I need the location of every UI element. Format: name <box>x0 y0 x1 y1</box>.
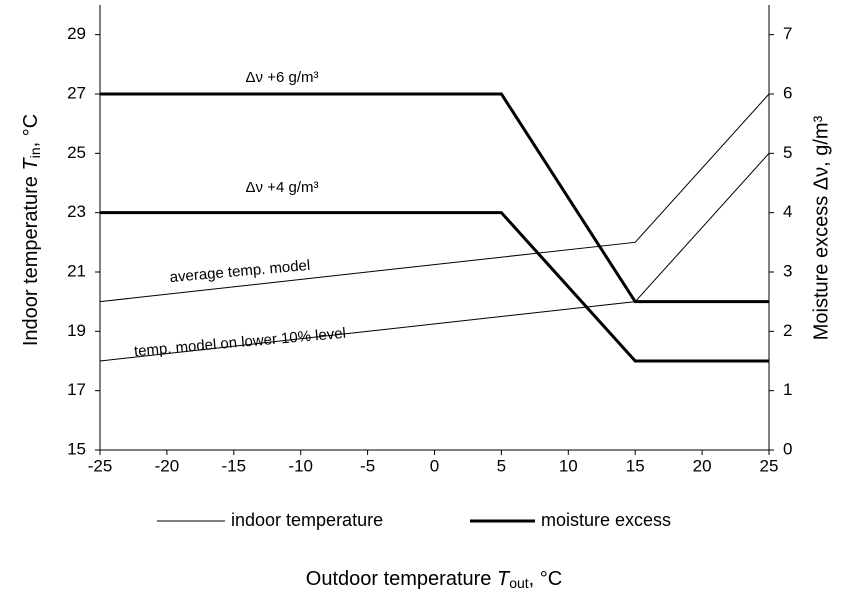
x-axis-label: Outdoor temperature Tout, °C <box>306 568 562 590</box>
y-tick-label: 21 <box>67 261 86 280</box>
y2-tick-label: 0 <box>783 439 792 458</box>
y-label-text: Indoor temperature <box>20 171 42 347</box>
x-tick-label: -5 <box>360 456 375 475</box>
y-axis-label: Indoor temperature Tin, °C <box>20 114 42 346</box>
y2-axis-label: Moisture excess Δν, g/m³ <box>810 115 832 340</box>
y2-tick-label: 4 <box>783 202 792 221</box>
x-tick-label: -15 <box>222 456 247 475</box>
series-line <box>100 211 769 363</box>
series-label: Δν +6 g/m³ <box>246 69 319 86</box>
legend-label: indoor temperature <box>231 510 383 530</box>
y-label-symbol: T <box>20 157 42 171</box>
series-line <box>99 93 770 303</box>
y-tick-label: 17 <box>67 380 86 399</box>
x-label-symbol: T <box>497 568 511 590</box>
x-label-subscript: out <box>509 575 529 591</box>
x-tick-label: -25 <box>88 456 113 475</box>
y-tick-label: 19 <box>67 321 86 340</box>
x-tick-label: 0 <box>430 456 439 475</box>
x-label-unit: , °C <box>529 568 563 590</box>
y2-tick-label: 1 <box>783 380 792 399</box>
series-line <box>99 152 770 362</box>
y-tick-label: 15 <box>67 439 86 458</box>
legend-label: moisture excess <box>541 510 671 530</box>
x-tick-label: 15 <box>626 456 645 475</box>
y-tick-label: 23 <box>67 202 86 221</box>
x-tick-label: -10 <box>288 456 313 475</box>
y2-tick-label: 6 <box>783 83 792 102</box>
y-tick-label: 25 <box>67 143 86 162</box>
series-label: Δν +4 g/m³ <box>246 179 319 196</box>
x-tick-label: 10 <box>559 456 578 475</box>
y-tick-label: 29 <box>67 24 86 43</box>
series-label: average temp. model <box>169 257 311 286</box>
x-tick-label: 20 <box>693 456 712 475</box>
y-label-subscript: in <box>27 147 43 158</box>
y2-tick-label: 3 <box>783 261 792 280</box>
x-tick-label: -20 <box>155 456 180 475</box>
x-tick-label: 5 <box>497 456 506 475</box>
y2-tick-label: 5 <box>783 143 792 162</box>
series-line <box>100 92 769 304</box>
y-label-unit: , °C <box>20 114 42 148</box>
y2-tick-label: 7 <box>783 24 792 43</box>
series-label: temp. model on lower 10% level <box>133 325 346 360</box>
y-tick-label: 27 <box>67 83 86 102</box>
y2-tick-label: 2 <box>783 321 792 340</box>
x-tick-label: 25 <box>760 456 779 475</box>
x-label-text: Outdoor temperature <box>306 568 497 590</box>
